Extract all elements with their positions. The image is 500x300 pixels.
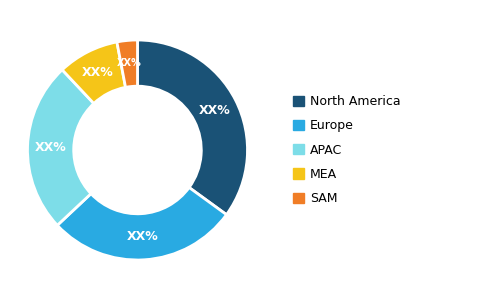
Legend: North America, Europe, APAC, MEA, SAM: North America, Europe, APAC, MEA, SAM [292,95,401,205]
Wedge shape [117,40,138,87]
Wedge shape [28,70,94,225]
Text: XX%: XX% [127,230,159,243]
Wedge shape [62,42,126,104]
Text: XX%: XX% [117,58,141,68]
Text: XX%: XX% [35,141,66,154]
Text: XX%: XX% [82,66,114,79]
Wedge shape [58,188,226,260]
Wedge shape [138,40,248,215]
Text: XX%: XX% [199,104,231,117]
